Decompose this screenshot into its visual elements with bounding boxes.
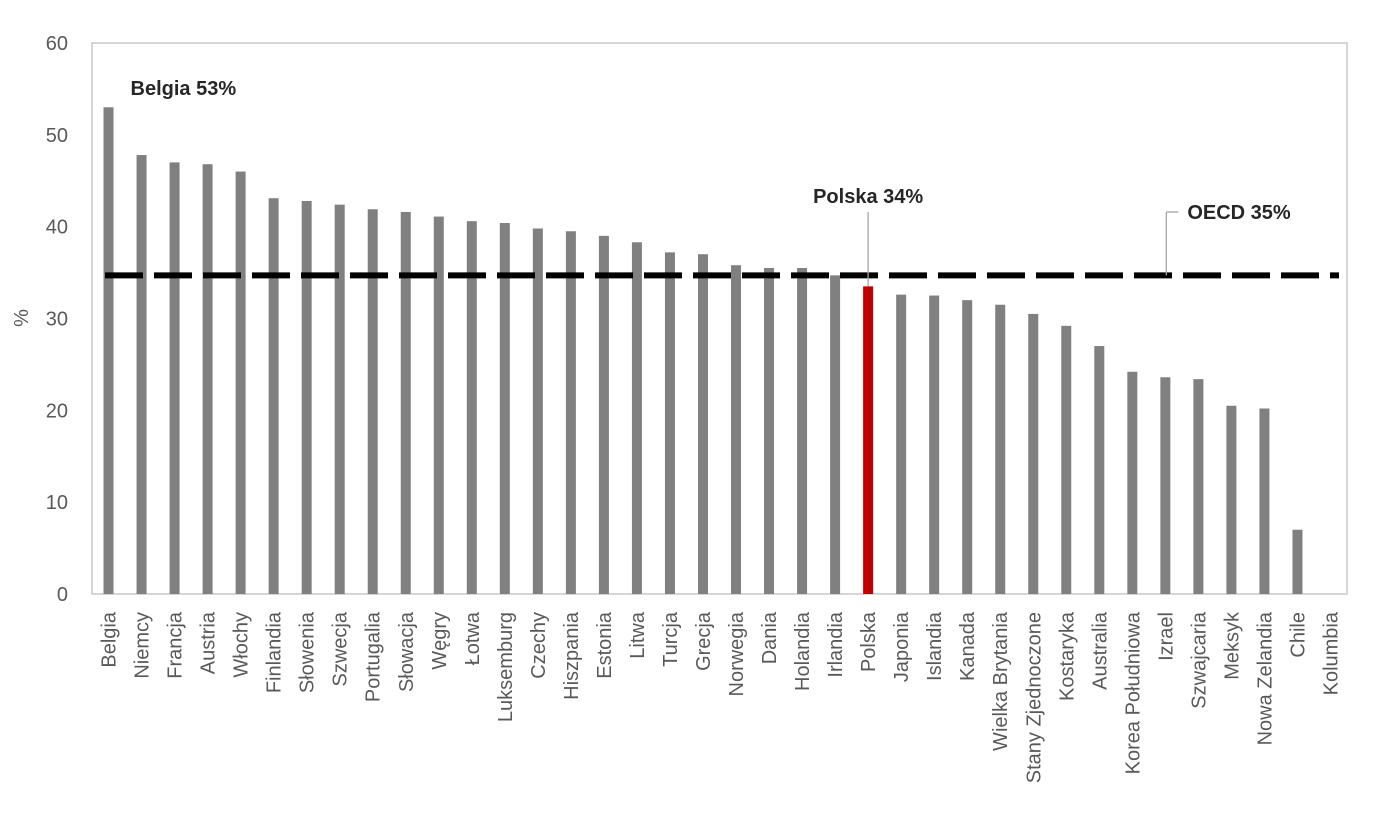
bar <box>268 198 279 594</box>
x-tick-label: Korea Południowa <box>1122 611 1144 774</box>
reference-line-label: OECD 35% <box>1187 202 1291 224</box>
bar <box>235 171 246 595</box>
y-tick-label: 60 <box>46 33 68 55</box>
bar <box>995 304 1006 594</box>
x-tick-label: Słowenia <box>297 611 319 693</box>
x-axis-ticks: Belgia Niemcy Francja Austria Włochy Finlandi… <box>99 611 1343 783</box>
y-tick-label: 40 <box>46 217 68 239</box>
bar <box>1193 379 1204 594</box>
x-tick-label: Belgia <box>99 611 121 667</box>
x-tick-label: Holandia <box>792 611 814 691</box>
bar <box>1160 377 1171 594</box>
bar <box>532 228 543 594</box>
bar <box>631 242 642 595</box>
x-tick-label: Izrael <box>1155 612 1177 661</box>
x-tick-label: Czechy <box>528 612 550 679</box>
bar <box>1094 346 1105 594</box>
bar <box>433 216 444 594</box>
x-tick-label: Luksemburg <box>495 612 517 722</box>
x-tick-label: Hiszpania <box>561 611 583 700</box>
x-tick-label: Wielka Brytania <box>990 611 1012 751</box>
x-tick-label: Portugalia <box>363 611 385 702</box>
y-tick-label: 0 <box>57 584 68 606</box>
x-tick-label: Nowa Zelandia <box>1254 611 1276 745</box>
x-tick-label: Szwecja <box>330 611 352 686</box>
x-tick-label: Szwajcaria <box>1188 611 1210 709</box>
x-tick-label: Irlandia <box>825 611 847 677</box>
x-tick-label: Estonia <box>594 611 616 679</box>
y-axis-label: % <box>11 309 33 327</box>
bar <box>202 164 213 594</box>
x-tick-label: Japonia <box>891 611 913 682</box>
plot-frame <box>91 42 1348 595</box>
bar <box>830 275 841 594</box>
bar <box>400 211 411 594</box>
x-tick-label: Australia <box>1089 611 1111 690</box>
x-tick-label: Austria <box>198 611 220 674</box>
x-tick-label: Islandia <box>924 611 946 681</box>
x-tick-label: Węgry <box>429 612 451 670</box>
annotation-label: Belgia 53% <box>131 78 237 100</box>
bar <box>1127 371 1138 594</box>
x-tick-label: Chile <box>1287 612 1309 658</box>
x-tick-label: Włochy <box>231 612 253 678</box>
x-tick-label: Turcja <box>660 611 682 667</box>
x-tick-label: Finlandia <box>264 611 286 693</box>
bar <box>896 294 907 594</box>
y-tick-label: 20 <box>46 400 68 422</box>
x-tick-label: Litwa <box>627 611 649 659</box>
x-tick-label: Łotwa <box>462 611 484 665</box>
bar <box>797 267 808 594</box>
bar <box>466 221 477 594</box>
x-tick-label: Francja <box>165 611 187 679</box>
bar <box>863 286 874 594</box>
x-tick-label: Dania <box>759 611 781 664</box>
x-tick-label: Meksyk <box>1221 611 1243 680</box>
bar <box>169 162 180 594</box>
bars <box>103 107 1303 595</box>
bar <box>1292 529 1303 594</box>
x-tick-label: Niemcy <box>132 612 154 679</box>
annotations: Belgia 53% Polska 34% OECD 35% <box>131 78 1291 287</box>
bar <box>103 107 114 595</box>
x-tick-label: Kostaryka <box>1056 611 1078 701</box>
bar <box>598 235 609 594</box>
plot-area-border <box>91 42 1348 595</box>
x-tick-label: Polska <box>858 611 880 672</box>
annotation-label: Polska 34% <box>813 186 923 208</box>
bar <box>697 254 708 594</box>
x-tick-label: Kanada <box>957 611 979 681</box>
y-tick-label: 10 <box>46 492 68 514</box>
bar <box>1226 405 1237 594</box>
bar <box>731 265 742 594</box>
y-axis-ticks: 0 10 20 30 40 50 60 <box>46 33 68 606</box>
y-tick-label: 50 <box>46 125 68 147</box>
x-tick-label: Norwegia <box>726 611 748 696</box>
bar <box>136 155 147 594</box>
bar <box>499 222 510 594</box>
bar <box>334 204 345 595</box>
y-tick-label: 30 <box>46 309 68 331</box>
bar <box>1061 325 1072 594</box>
bar <box>367 209 378 595</box>
bar <box>664 252 675 594</box>
x-tick-label: Słowacja <box>396 611 418 692</box>
bar <box>1028 313 1039 594</box>
bar <box>764 267 775 594</box>
x-tick-label: Stany Zjednoczone <box>1023 612 1045 783</box>
x-tick-label: Grecja <box>693 611 715 671</box>
bar <box>962 300 973 594</box>
bar <box>301 200 312 594</box>
x-tick-label: Kolumbia <box>1320 611 1342 695</box>
bar <box>929 295 940 594</box>
bar <box>565 231 576 594</box>
bar <box>1259 408 1270 594</box>
